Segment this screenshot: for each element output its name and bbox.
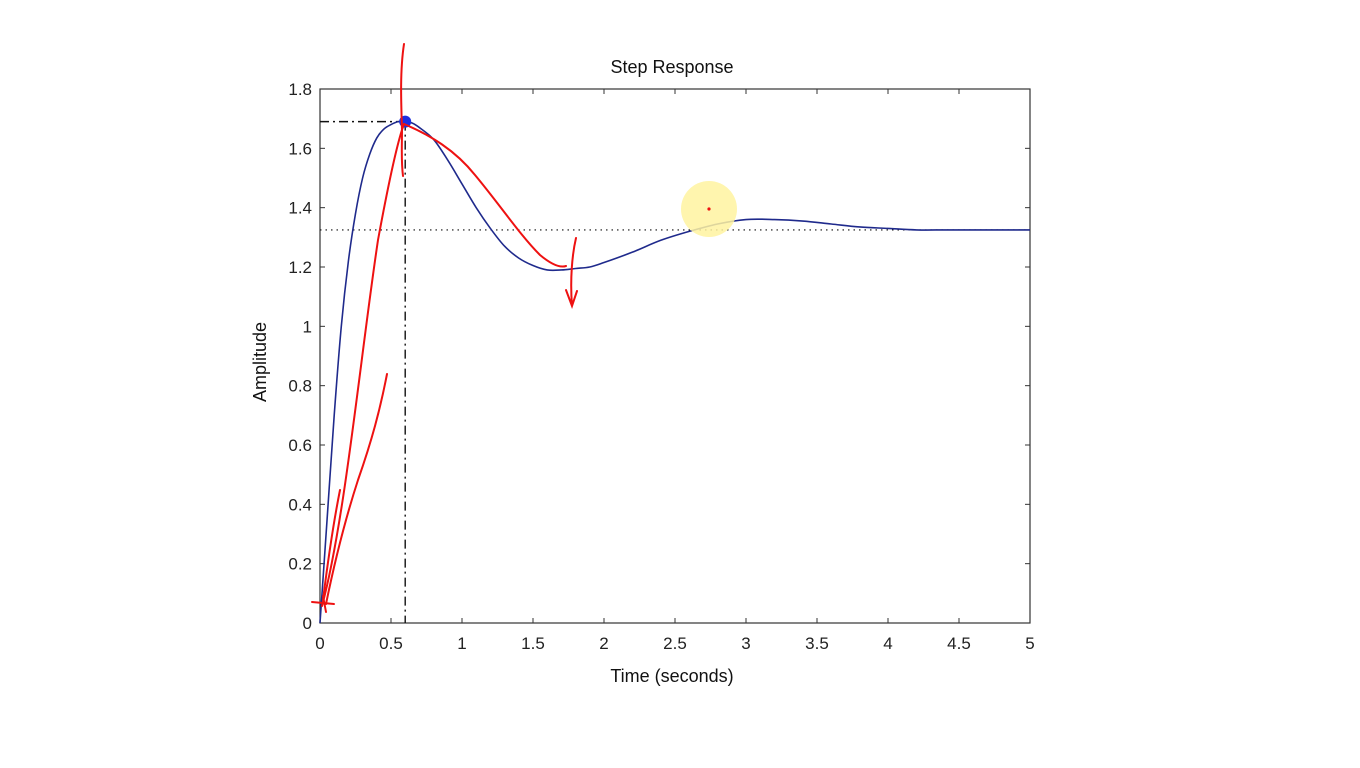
y-tick-label: 0.6: [288, 436, 312, 455]
y-tick-label: 0.8: [288, 377, 312, 396]
chart-title: Step Response: [610, 57, 733, 77]
step-response-line: [319, 120, 1030, 624]
x-tick-label: 3.5: [805, 634, 829, 653]
pen-cross-origin: [311, 595, 335, 613]
reference-lines: [320, 120, 1030, 623]
plot-area: [319, 88, 1031, 624]
x-tick-label: 2.5: [663, 634, 687, 653]
y-tick-label: 1.6: [288, 139, 312, 158]
x-tick-label: 3: [741, 634, 750, 653]
x-axis-label: Time (seconds): [610, 666, 733, 686]
pen-stroke-decay: [403, 123, 567, 268]
pen-arrow-trough: [565, 237, 578, 309]
y-tick-label: 1.8: [288, 80, 312, 99]
pen-annotations: [311, 43, 578, 613]
axes-box: [319, 88, 1031, 624]
cursor-dot: [707, 207, 711, 211]
y-tick-label: 0.2: [288, 555, 312, 574]
x-tick-label: 0.5: [379, 634, 403, 653]
x-tick-label: 1: [457, 634, 466, 653]
x-tick-label: 4.5: [947, 634, 971, 653]
y-axis-label: Amplitude: [250, 322, 270, 402]
axis-ticks: [319, 88, 1031, 624]
y-tick-label: 1.4: [288, 199, 312, 218]
y-tick-label: 0.4: [288, 495, 312, 514]
y-tick-labels: 0 0.2 0.4 0.6 0.8 1 1.2 1.4 1.6 1.8: [288, 80, 312, 633]
x-tick-label: 0: [315, 634, 324, 653]
x-tick-label: 5: [1025, 634, 1034, 653]
pen-stroke-vertical-peak: [400, 43, 405, 177]
y-tick-label: 1.2: [288, 258, 312, 277]
x-tick-label: 1.5: [521, 634, 545, 653]
x-tick-label: 2: [599, 634, 608, 653]
pen-stroke-rise-3: [322, 489, 341, 601]
x-tick-label: 4: [883, 634, 892, 653]
y-tick-label: 0: [303, 614, 312, 633]
pen-stroke-rise-2: [325, 373, 388, 605]
y-tick-label: 1: [303, 317, 312, 336]
x-tick-labels: 0 0.5 1 1.5 2 2.5 3 3.5 4 4.5 5: [315, 634, 1034, 653]
pen-stroke-rise-1: [321, 123, 405, 607]
